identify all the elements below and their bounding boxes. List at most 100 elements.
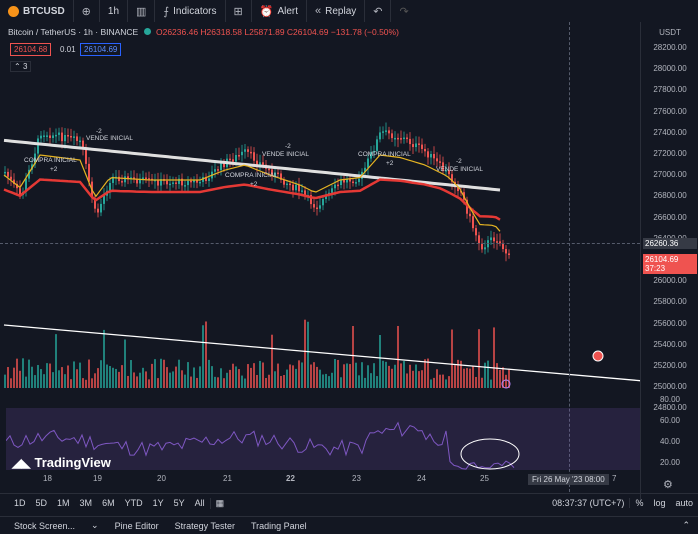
range-6m[interactable]: 6M [102, 498, 115, 508]
volume-bar [220, 368, 222, 388]
candle-body [496, 241, 498, 243]
signal-label: COMPRA INICIAL [358, 151, 411, 158]
collapse-panel-icon[interactable]: ⌃ [682, 520, 690, 530]
buy-button[interactable]: 26104.69 [80, 43, 122, 56]
rsi-tick-label: 80.00 [659, 395, 681, 404]
volume-bar [142, 367, 144, 388]
volume-bar [412, 370, 414, 388]
candle-body [199, 181, 201, 184]
compare-button[interactable]: ⊕ [74, 0, 100, 22]
range-1y[interactable]: 1Y [152, 498, 164, 508]
tradingview-logo[interactable]: ◢◣ TradingView [12, 455, 111, 470]
range-bar: 1D 5D 1M 3M 6M YTD 1Y 5Y All ▦ 08:37:37 … [0, 493, 698, 512]
alert-button[interactable]: ⏰ Alert [252, 0, 307, 22]
volume-bar [508, 368, 510, 388]
candle-body [94, 198, 96, 209]
volume-bar [76, 369, 78, 388]
percent-toggle[interactable]: % [629, 498, 648, 508]
redo-button[interactable]: ↷ [391, 0, 416, 22]
candle-body [37, 138, 39, 154]
collapse-indicators-button[interactable]: ⌃ 3 [10, 61, 32, 72]
candle-body [421, 144, 423, 149]
volume-bar [106, 364, 108, 388]
candle-body [253, 152, 255, 161]
range-ytd[interactable]: YTD [124, 498, 143, 508]
currency-label[interactable]: USDT [659, 28, 681, 37]
tab-pine-editor[interactable]: Pine Editor [114, 520, 159, 531]
interval-button[interactable]: 1h [100, 0, 129, 22]
candle-body [16, 183, 18, 189]
tab-trading-panel[interactable]: Trading Panel [250, 520, 307, 531]
range-5d[interactable]: 5D [35, 498, 48, 508]
volume-bar [127, 375, 129, 388]
volume-bar [67, 365, 69, 388]
indicators-button[interactable]: ⨍ Indicators [155, 0, 226, 22]
candle-body [82, 140, 84, 150]
candle-body [175, 182, 177, 184]
price-tick-label: 25400.00 [653, 339, 687, 349]
volume-bar [85, 379, 87, 388]
candle-body [289, 183, 291, 186]
range-5y[interactable]: 5Y [173, 498, 185, 508]
chevron-down-icon[interactable]: ⌄ [91, 520, 99, 530]
candle-body [358, 178, 360, 183]
candle-body [10, 176, 12, 180]
candle-body [166, 180, 168, 185]
volume-bar [115, 368, 117, 388]
symbol-search[interactable]: BTCUSD [0, 0, 74, 22]
candle-body [469, 213, 471, 217]
volume-bar [16, 358, 18, 388]
tab-stock-screener[interactable]: Stock Screen... [14, 520, 76, 531]
volume-bar [130, 360, 132, 388]
range-1d[interactable]: 1D [14, 498, 26, 508]
range-all[interactable]: All [194, 498, 205, 508]
volume-bar [214, 376, 216, 388]
clock[interactable]: 08:37:37 (UTC+7) [552, 498, 625, 508]
volume-bar [73, 361, 75, 388]
candle-body [7, 171, 9, 177]
range-3m[interactable]: 3M [79, 498, 93, 508]
candle-body [127, 176, 129, 180]
ema-short-line [3, 154, 501, 232]
chart-type-button[interactable]: ▥ [128, 0, 156, 22]
candle-body [283, 179, 285, 185]
candle-body [256, 160, 258, 165]
price-axis[interactable]: USDT 28200.00 28000.00 27800.00 27600.00 274… [640, 22, 698, 502]
crosshair-horizontal [0, 243, 640, 244]
volume-bar [10, 378, 12, 388]
candle-body [403, 137, 405, 140]
candle-body [292, 184, 294, 191]
tab-strategy-tester[interactable]: Strategy Tester [174, 520, 235, 531]
sell-button[interactable]: 26104.68 [10, 43, 52, 56]
candle-body [142, 177, 144, 179]
volume-bar [202, 325, 204, 388]
chart-pane[interactable] [0, 22, 656, 492]
bar-countdown: 37:23 [645, 264, 666, 273]
top-toolbar: BTCUSD ⊕ 1h ▥ ⨍ Indicators ⊞ ⏰ Alert «Repl… [0, 0, 698, 23]
go-to-date-icon[interactable]: ▦ [209, 497, 230, 509]
candle-body [97, 208, 99, 213]
price-tick-label: 26600.00 [653, 212, 687, 222]
log-toggle[interactable]: log [653, 498, 666, 508]
bitcoin-small-icon [143, 28, 151, 35]
volume-bar [262, 362, 264, 388]
layouts-button[interactable]: ⊞ [226, 0, 252, 22]
candle-body [406, 137, 408, 140]
date-axis[interactable]: 18 19 20 21 22 23 24 25 7 [0, 474, 640, 488]
rewind-icon: « [315, 5, 322, 17]
volume-bar [301, 362, 303, 388]
undo-button[interactable]: ↶ [365, 0, 392, 22]
replay-button[interactable]: «Replay [307, 0, 366, 22]
volume-bar [187, 362, 189, 388]
candle-body [64, 135, 66, 142]
settings-icon[interactable]: ⚙ [663, 479, 673, 491]
volume-bar [97, 368, 99, 388]
volume-bar [409, 364, 411, 388]
candle-body [235, 155, 237, 162]
candle-body [148, 178, 150, 180]
volume-bar [25, 376, 27, 388]
candle-body [340, 179, 342, 186]
range-1m[interactable]: 1M [57, 498, 70, 508]
candle-body [109, 182, 111, 191]
auto-toggle[interactable]: auto [675, 498, 693, 508]
